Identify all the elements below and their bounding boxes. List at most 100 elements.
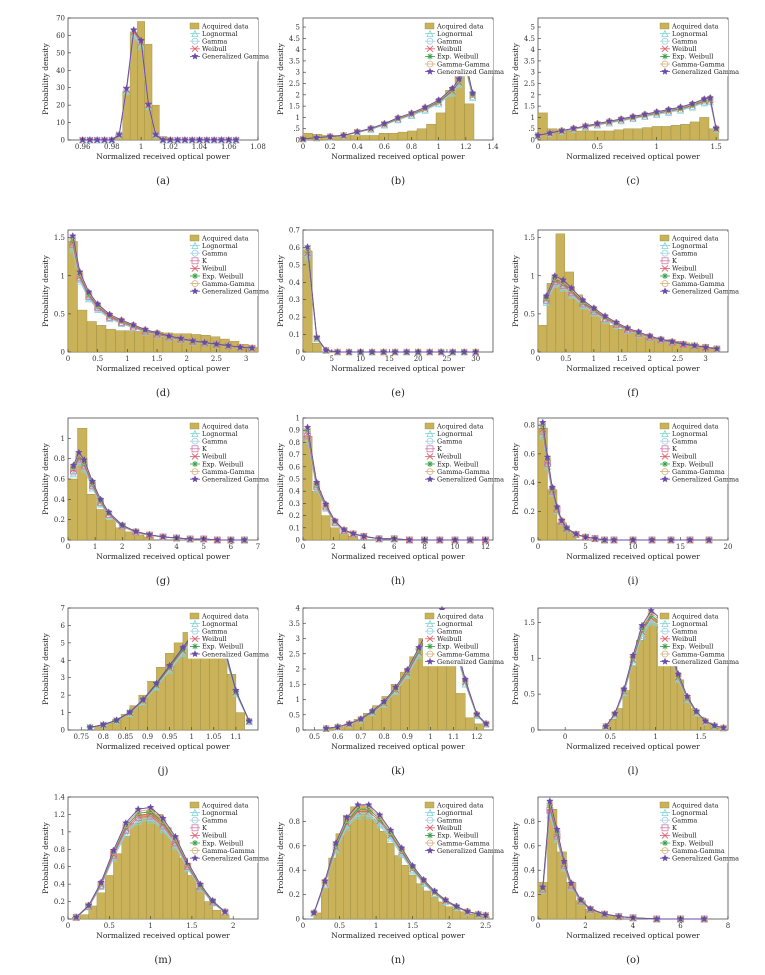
legend: Acquired dataLognormalGammaKWeibullExp. … xyxy=(188,232,269,296)
legend-entry: Acquired data xyxy=(671,234,719,242)
fit-point xyxy=(405,536,414,544)
legend-entry: Lognormal xyxy=(672,430,708,438)
fit-point xyxy=(686,536,694,544)
fit-point xyxy=(474,909,483,918)
y-tick-label: 1 xyxy=(61,272,65,280)
bar xyxy=(372,818,380,920)
fit-series xyxy=(72,803,229,921)
fit-point xyxy=(196,880,204,888)
x-tick-label: 1.1 xyxy=(448,733,459,741)
y-tick-label: 0.5 xyxy=(524,310,535,318)
x-tick-label: 15 xyxy=(385,355,394,363)
bar xyxy=(386,843,395,920)
x-tick-label: 1.02 xyxy=(163,143,179,151)
fit-point xyxy=(349,529,357,537)
y-tick-label: 1.5 xyxy=(524,619,535,627)
fit-point xyxy=(322,346,330,354)
fit-point xyxy=(461,675,469,683)
legend-entry: Acquired data xyxy=(671,422,719,430)
y-tick-label: 1.5 xyxy=(289,103,300,111)
x-tick-label: 1.5 xyxy=(186,922,197,930)
bar xyxy=(609,325,619,353)
fit-point xyxy=(200,338,209,346)
legend-entry: Lognormal xyxy=(672,620,708,628)
bar xyxy=(96,325,107,353)
bar xyxy=(195,888,205,920)
legend-marker xyxy=(191,257,199,265)
fit-point xyxy=(139,695,147,703)
fit-point xyxy=(345,719,354,727)
fit-point xyxy=(68,231,77,240)
legend-entry: Weibull xyxy=(672,45,697,53)
fit-point xyxy=(208,896,217,904)
y-tick-label: 4.5 xyxy=(289,35,300,43)
fit-point xyxy=(567,284,576,292)
x-axis-label: Normalized received optical power xyxy=(331,931,465,940)
x-tick-label: 0.7 xyxy=(355,733,366,741)
legend-entry: Exp. Weibull xyxy=(672,460,713,468)
legend-marker xyxy=(661,635,669,643)
chart-panel: 0 2 4 6 8 0 0.2 0.4 0.6 0.8 Normalized received op… xyxy=(511,796,739,966)
legend-marker xyxy=(661,249,669,257)
legend-marker xyxy=(426,67,434,75)
legend: Acquired dataLognormalGammaKWeibullExp. … xyxy=(423,420,504,484)
x-tick-label: 6 xyxy=(678,922,683,930)
fit-point xyxy=(648,536,656,544)
legend-swatch xyxy=(189,422,200,430)
bar xyxy=(642,127,653,141)
legend-marker xyxy=(661,257,669,265)
legend-entry: Generalized Gamma xyxy=(672,288,739,296)
y-tick-label: 0.7 xyxy=(289,451,300,459)
fit-point xyxy=(375,811,384,819)
y-axis-label: Probability density xyxy=(511,254,520,326)
fit-point xyxy=(97,878,105,886)
bar xyxy=(388,133,399,141)
legend-marker xyxy=(426,45,434,53)
x-tick-label: 0.8 xyxy=(98,733,109,741)
legend-marker xyxy=(661,37,669,45)
y-tick-label: 0.4 xyxy=(289,279,301,287)
bar xyxy=(311,491,322,541)
x-tick-label: 1.5 xyxy=(407,922,418,930)
y-tick-label: 0 xyxy=(296,349,300,357)
fit-point xyxy=(690,341,699,349)
fit-point xyxy=(448,84,457,92)
legend-entry: Generalized Gamma xyxy=(202,53,269,61)
y-tick-label: 0.6 xyxy=(289,463,301,471)
bar xyxy=(212,910,222,920)
x-tick-label: 0 xyxy=(301,143,305,151)
x-tick-label: 0.6 xyxy=(332,733,344,741)
legend-marker xyxy=(426,29,434,37)
fit-point xyxy=(188,136,197,144)
legend-entry: Exp. Weibull xyxy=(202,272,243,280)
bar xyxy=(321,515,331,541)
fit-point xyxy=(224,341,233,349)
fit-point xyxy=(171,832,180,840)
fit-point xyxy=(700,915,709,923)
bar xyxy=(321,888,329,920)
y-tick-label: 1.5 xyxy=(524,234,535,242)
legend-marker xyxy=(426,846,434,854)
fit-point xyxy=(160,819,166,826)
legend-marker xyxy=(661,854,669,862)
fit-point xyxy=(141,325,149,333)
y-axis-label: Probability density xyxy=(511,821,520,893)
legend-marker xyxy=(426,650,434,658)
legend-entry: Gamma xyxy=(202,817,227,825)
fit-point xyxy=(460,348,468,356)
bar xyxy=(77,309,88,353)
fit-point xyxy=(612,318,621,326)
x-tick-label: 1.06 xyxy=(221,143,237,151)
fit-point xyxy=(706,93,714,101)
y-tick-label: 0.8 xyxy=(289,439,300,447)
panel-label: (j) xyxy=(158,766,169,777)
y-tick-label: 3 xyxy=(296,635,300,643)
legend-marker xyxy=(191,619,199,627)
fit-point xyxy=(84,901,93,909)
legend-entry: Lognormal xyxy=(437,620,473,628)
legend-entry: Gamma xyxy=(672,628,697,636)
y-tick-label: 5 xyxy=(61,639,65,647)
legend-entry: Exp. Weibull xyxy=(202,643,243,651)
x-axis-label: Normalized received optical power xyxy=(96,152,230,161)
